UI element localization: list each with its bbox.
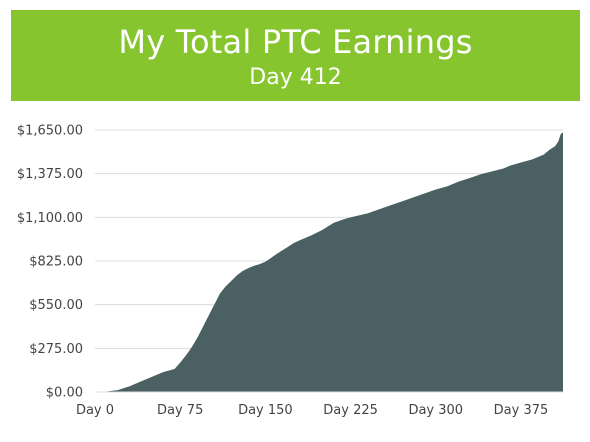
series-area [95, 132, 563, 392]
y-tick-label: $1,100.00 [17, 211, 83, 226]
y-axis-tick-labels: $0.00 $275.00 $550.00 $825.00 $1,100.00 $1,37… [17, 124, 83, 401]
y-tick-label: $825.00 [29, 255, 83, 270]
x-tick-label: Day 150 [238, 403, 293, 418]
x-tick-label: Day 375 [494, 403, 549, 418]
title-banner: My Total PTC Earnings Day 412 [11, 10, 580, 101]
y-tick-label: $1,650.00 [17, 124, 83, 139]
x-axis-tick-labels: Day 0 Day 75 Day 150 Day 225 Day 300 Day 375 [76, 403, 548, 418]
chart-title: My Total PTC Earnings [118, 23, 473, 61]
x-tick-label: Day 75 [157, 403, 203, 418]
x-tick-label: Day 300 [408, 403, 463, 418]
x-tick-label: Day 0 [76, 403, 114, 418]
y-tick-label: $1,375.00 [17, 167, 83, 182]
y-tick-label: $550.00 [29, 298, 83, 313]
x-tick-label: Day 225 [323, 403, 378, 418]
y-tick-label: $275.00 [29, 342, 83, 357]
y-tick-label: $0.00 [46, 386, 83, 401]
chart-subtitle: Day 412 [249, 65, 342, 90]
